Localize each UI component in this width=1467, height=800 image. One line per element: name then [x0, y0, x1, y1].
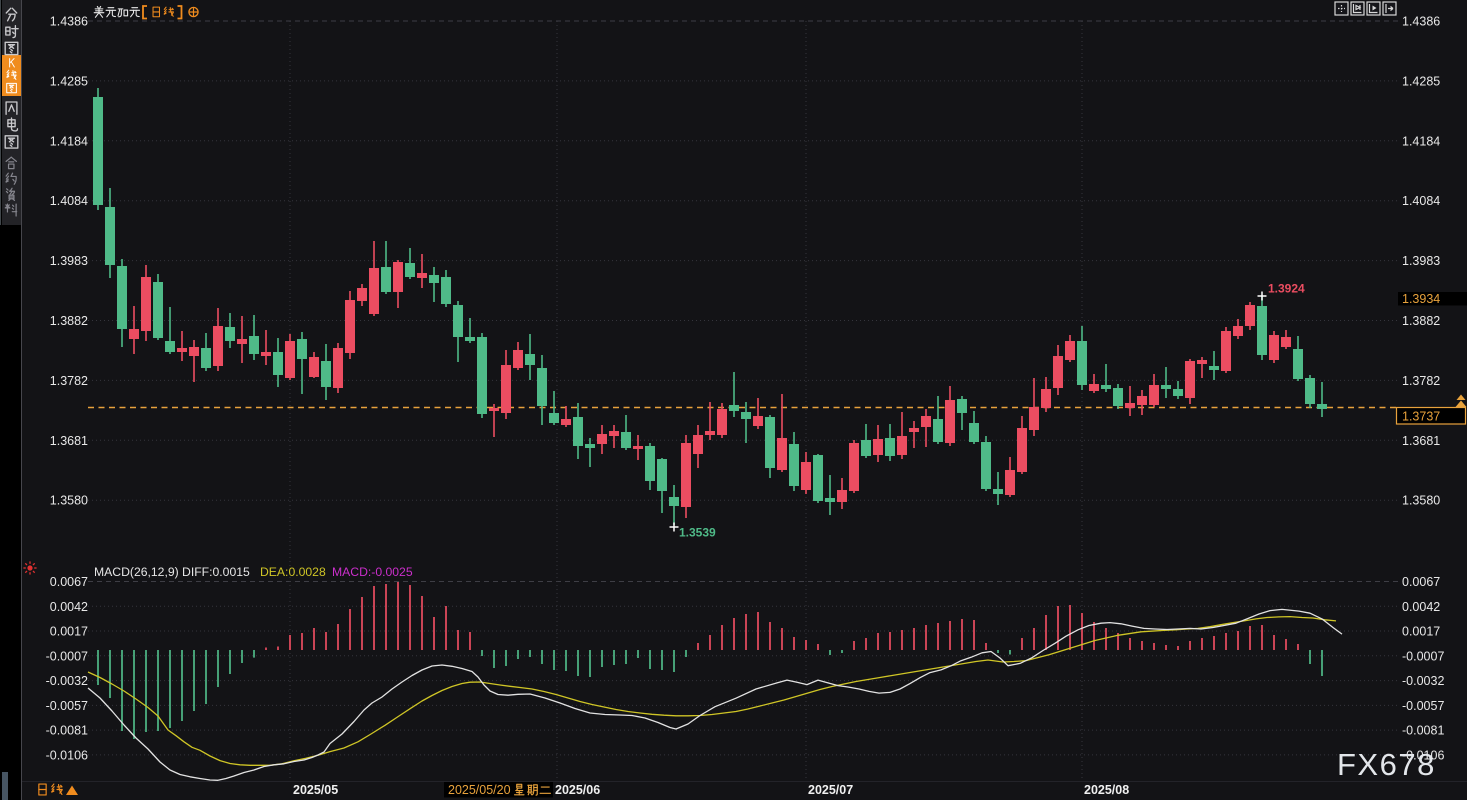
svg-text:MACD:-0.0025: MACD:-0.0025	[332, 565, 413, 579]
svg-text:1.4084: 1.4084	[1402, 194, 1440, 208]
svg-text:1.4285: 1.4285	[50, 74, 88, 88]
svg-text:2025/05/20: 2025/05/20	[448, 783, 511, 797]
svg-text:1.3681: 1.3681	[1402, 434, 1440, 448]
svg-text:0.0042: 0.0042	[1402, 600, 1440, 614]
svg-text:1.3782: 1.3782	[1402, 374, 1440, 388]
svg-text:2025/05: 2025/05	[293, 783, 338, 797]
svg-text:FX678: FX678	[1337, 747, 1436, 782]
svg-text:1.3934: 1.3934	[1402, 292, 1440, 306]
svg-text:1.3983: 1.3983	[50, 254, 88, 268]
svg-text:MACD(26,12,9) DIFF:0.0015: MACD(26,12,9) DIFF:0.0015	[94, 565, 250, 579]
svg-text:1.3924: 1.3924	[1268, 282, 1305, 296]
svg-text:2025/07: 2025/07	[808, 783, 853, 797]
svg-text:1.3882: 1.3882	[50, 314, 88, 328]
svg-text:1.3737: 1.3737	[1402, 410, 1440, 424]
svg-text:-0.0032: -0.0032	[1402, 674, 1444, 688]
svg-text:1.3882: 1.3882	[1402, 314, 1440, 328]
svg-text:1.4184: 1.4184	[50, 134, 88, 148]
svg-text:0.0017: 0.0017	[1402, 625, 1440, 639]
svg-text:1.3782: 1.3782	[50, 374, 88, 388]
svg-text:-0.0106: -0.0106	[1402, 748, 1444, 762]
svg-text:2025/08: 2025/08	[1084, 783, 1129, 797]
svg-text:1.3681: 1.3681	[50, 434, 88, 448]
svg-text:-0.0057: -0.0057	[1402, 699, 1444, 713]
svg-text:-0.0081: -0.0081	[1402, 724, 1444, 738]
svg-text:-0.0007: -0.0007	[1402, 649, 1444, 663]
svg-text:1.3580: 1.3580	[1402, 494, 1440, 508]
svg-text:1.4386: 1.4386	[50, 15, 88, 29]
svg-text:2025/06: 2025/06	[555, 783, 600, 797]
svg-text:0.0067: 0.0067	[1402, 575, 1440, 589]
svg-text:-0.0057: -0.0057	[46, 699, 88, 713]
svg-text:0.0067: 0.0067	[50, 575, 88, 589]
svg-text:1.3983: 1.3983	[1402, 254, 1440, 268]
svg-text:-0.0007: -0.0007	[46, 649, 88, 663]
svg-text:1.4386: 1.4386	[1402, 15, 1440, 29]
svg-text:-0.0032: -0.0032	[46, 674, 88, 688]
svg-text:-0.0106: -0.0106	[46, 748, 88, 762]
svg-text:1.3539: 1.3539	[679, 526, 716, 540]
svg-text:1.4285: 1.4285	[1402, 74, 1440, 88]
svg-text:DEA:0.0028: DEA:0.0028	[260, 565, 326, 579]
svg-text:1.4184: 1.4184	[1402, 134, 1440, 148]
svg-text:1.3580: 1.3580	[50, 494, 88, 508]
svg-text:0.0042: 0.0042	[50, 600, 88, 614]
svg-text:-0.0081: -0.0081	[46, 724, 88, 738]
svg-text:1.4084: 1.4084	[50, 194, 88, 208]
svg-text:0.0017: 0.0017	[50, 625, 88, 639]
